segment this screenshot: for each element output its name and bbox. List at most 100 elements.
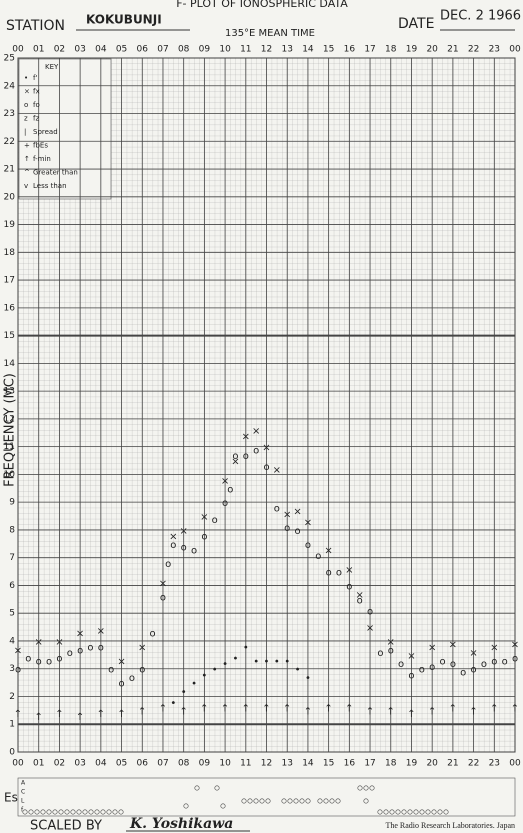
y-tick-label: 8 <box>9 525 15 535</box>
point: o <box>284 523 290 534</box>
point: × <box>449 640 457 651</box>
point: o <box>336 568 342 579</box>
station: KOKUBUNJI <box>86 13 162 27</box>
x-tick-label: 02 <box>54 759 65 769</box>
point: • <box>274 656 280 667</box>
x-tick-label: 01 <box>33 45 44 55</box>
es-box <box>17 777 516 817</box>
x-tick-label: 14 <box>302 45 314 55</box>
point: × <box>511 640 519 651</box>
key-symbol: z <box>24 115 28 123</box>
key-symbol: • <box>24 74 28 82</box>
station-label: STATION <box>6 18 65 34</box>
point: o <box>388 645 394 656</box>
point: o <box>222 498 228 509</box>
point: × <box>469 648 477 659</box>
x-tick-label: 00 <box>12 759 24 769</box>
y-tick-label: 0 <box>9 748 15 758</box>
y-tick-label: 7 <box>9 553 15 563</box>
point: × <box>138 643 146 654</box>
x-tick-label: 11 <box>240 45 251 55</box>
x-tick-label: 05 <box>116 45 127 55</box>
point: o <box>419 665 425 676</box>
point: • <box>243 643 249 654</box>
point: o <box>160 593 166 604</box>
point: o <box>15 665 21 676</box>
x-tick-label: 13 <box>281 759 292 769</box>
date-label: DATE <box>398 16 434 32</box>
x-tick-label: 08 <box>178 759 190 769</box>
point: ↑ <box>159 704 167 715</box>
point: o <box>274 504 280 515</box>
point: o <box>305 540 311 551</box>
footer: The Radio Research Laboratories. Japan <box>385 821 515 830</box>
point: ↑ <box>511 704 519 715</box>
point: o <box>77 645 83 656</box>
key-label: f-min <box>33 155 51 163</box>
y-tick-label: 23 <box>4 109 15 119</box>
point: o <box>367 606 373 617</box>
point: o <box>139 665 145 676</box>
point: ↑ <box>490 704 498 715</box>
point: o <box>408 670 414 681</box>
y-tick-label: 1 <box>9 720 15 730</box>
y-tick-label: 14 <box>4 359 16 369</box>
x-tick-label: 18 <box>385 45 397 55</box>
point: • <box>232 654 238 665</box>
point: o <box>491 656 497 667</box>
point: × <box>283 509 291 520</box>
x-tick-label: 03 <box>74 45 85 55</box>
key-symbol: × <box>24 88 30 96</box>
point: × <box>117 656 125 667</box>
point: ↑ <box>283 704 291 715</box>
x-tick-label: 20 <box>426 45 438 55</box>
point: o <box>512 654 518 665</box>
x-tick-label: 09 <box>199 45 211 55</box>
point: × <box>97 626 105 637</box>
y-tick-label: 12 <box>4 414 15 424</box>
point: o <box>67 648 73 659</box>
y-tick-label: 16 <box>4 303 16 313</box>
x-tick-label: 22 <box>468 45 479 55</box>
point: ↑ <box>117 709 125 720</box>
x-tick-label: 20 <box>426 759 438 769</box>
x-tick-label: 11 <box>240 759 251 769</box>
x-tick-label: 10 <box>219 45 231 55</box>
x-tick-label: 15 <box>323 759 334 769</box>
point: • <box>305 673 311 684</box>
point: o <box>263 462 269 473</box>
x-tick-label: 04 <box>95 45 107 55</box>
point: ↑ <box>407 709 415 720</box>
point: o <box>227 484 233 495</box>
key-box <box>18 58 112 200</box>
x-tick-label: 12 <box>261 45 272 55</box>
point: o <box>25 654 31 665</box>
point: × <box>179 526 187 537</box>
x-tick-label: 09 <box>199 759 211 769</box>
point: ↑ <box>449 704 457 715</box>
point: × <box>252 426 260 437</box>
point: × <box>200 512 208 523</box>
x-tick-label: 19 <box>406 759 418 769</box>
point: × <box>428 643 436 654</box>
x-tick-label: 19 <box>406 45 418 55</box>
subtitle: 135°E MEAN TIME <box>225 28 315 39</box>
point: × <box>76 629 84 640</box>
point: o <box>118 679 124 690</box>
point: o <box>243 451 249 462</box>
point: o <box>181 543 187 554</box>
es-row-label: C <box>21 789 25 796</box>
x-tick-label: 01 <box>33 759 44 769</box>
x-tick-label: 10 <box>219 759 231 769</box>
x-tick-label: 07 <box>157 45 168 55</box>
point: o <box>129 673 135 684</box>
point: × <box>490 643 498 654</box>
point: o <box>377 648 383 659</box>
y-tick-label: 21 <box>4 165 15 175</box>
point: o <box>201 531 207 542</box>
key-symbol: | <box>24 128 26 136</box>
point: o <box>439 656 445 667</box>
point: o <box>232 451 238 462</box>
point: o <box>191 545 197 556</box>
